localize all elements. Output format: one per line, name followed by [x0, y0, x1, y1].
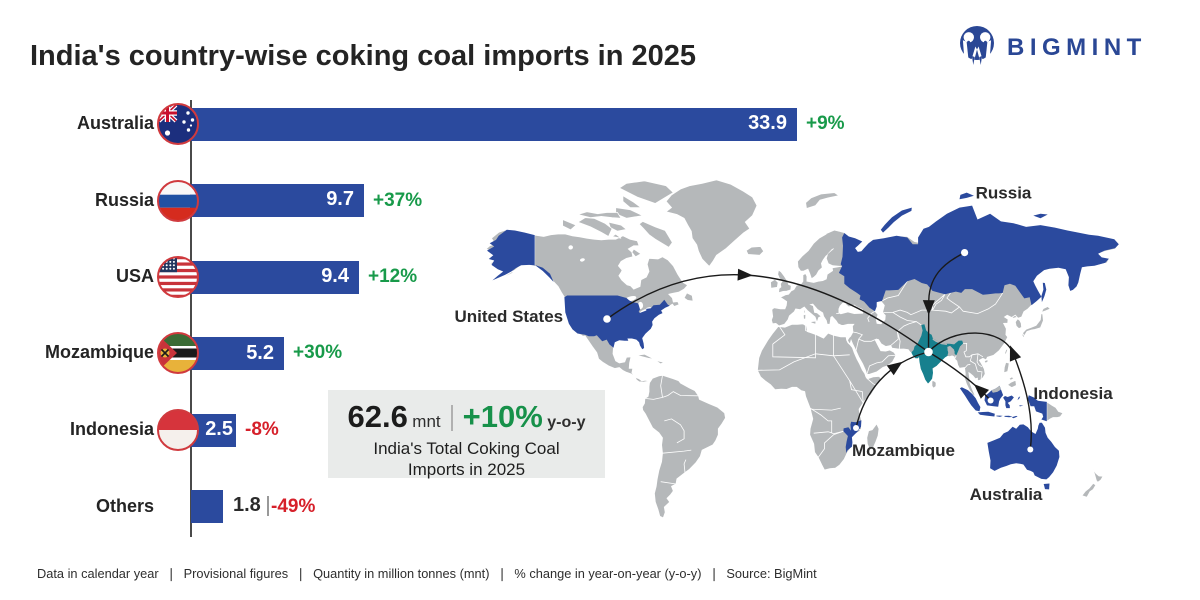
svg-text:Indonesia: Indonesia	[1033, 384, 1113, 403]
svg-text:Mozambique: Mozambique	[852, 441, 955, 460]
svg-text:Australia: Australia	[970, 485, 1043, 504]
svg-text:United States: United States	[454, 307, 563, 326]
svg-text:Russia: Russia	[976, 184, 1032, 203]
